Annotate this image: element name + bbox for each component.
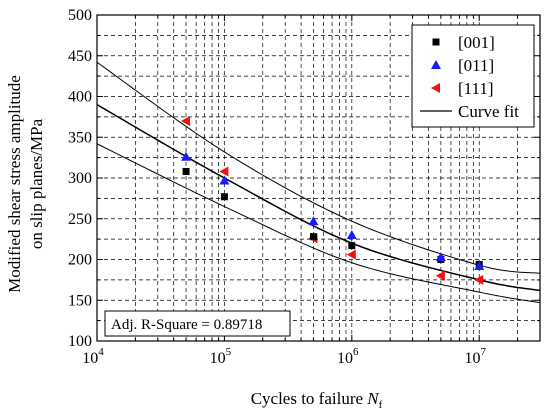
- confidence-band-line: [96, 61, 541, 274]
- data-point: [220, 193, 228, 201]
- data-point: [346, 230, 357, 240]
- x-tick-label: 104: [82, 346, 104, 367]
- x-tick-label: 105: [210, 346, 232, 367]
- data-point: [219, 166, 229, 177]
- legend-label: [011]: [458, 56, 494, 75]
- y-tick-label: 450: [68, 48, 92, 65]
- data-point: [435, 270, 445, 281]
- x-tick-label: 107: [464, 346, 486, 367]
- data-point: [219, 175, 230, 185]
- data-point: [308, 216, 319, 226]
- legend: [001] [011] [111] Curve fit: [411, 24, 535, 128]
- annotation-text: Adj. R-Square = 0.89718: [111, 317, 262, 333]
- data-point: [182, 167, 190, 175]
- annotation-box: [104, 310, 291, 337]
- y-tick-label: 150: [68, 292, 92, 309]
- y-tick-label: 100: [68, 333, 92, 350]
- legend-box: [411, 24, 535, 128]
- legend-marker: [431, 83, 440, 93]
- data-point: [181, 151, 192, 161]
- y-tick-label: 250: [68, 211, 92, 228]
- data-point: [348, 242, 356, 250]
- legend-label: [001]: [458, 33, 495, 52]
- legend-marker: [431, 60, 441, 69]
- legend-marker: [432, 38, 440, 46]
- y-tick-label: 400: [68, 89, 92, 106]
- r-square-annotation: Adj. R-Square = 0.89718: [104, 310, 291, 337]
- data-point: [346, 249, 356, 260]
- y-tick-label: 500: [68, 7, 92, 24]
- y-axis-title-line2: on slip planes/MPa: [27, 118, 46, 249]
- data-point: [309, 233, 317, 241]
- x-tick-label: 106: [337, 346, 359, 367]
- legend-label: [111]: [458, 79, 494, 98]
- data-point: [474, 274, 484, 285]
- axis-ticks: 100 150 200 250 300 350 400 450 500 104 105 106 107: [68, 7, 541, 367]
- grid-lines: [97, 15, 540, 341]
- data-point: [474, 261, 485, 271]
- y-tick-label: 200: [68, 252, 92, 269]
- data-point: [181, 115, 191, 126]
- confidence-band-line: [96, 143, 541, 304]
- y-tick-label: 350: [68, 129, 92, 146]
- x-axis-title: Cycles to failure Nf: [251, 389, 383, 411]
- y-tick-label: 300: [68, 170, 92, 187]
- legend-label: Curve fit: [458, 102, 519, 121]
- data-points: [181, 115, 485, 285]
- y-axis-title-line1: Modified shear stress amplitude: [5, 75, 24, 293]
- data-point: [435, 252, 446, 262]
